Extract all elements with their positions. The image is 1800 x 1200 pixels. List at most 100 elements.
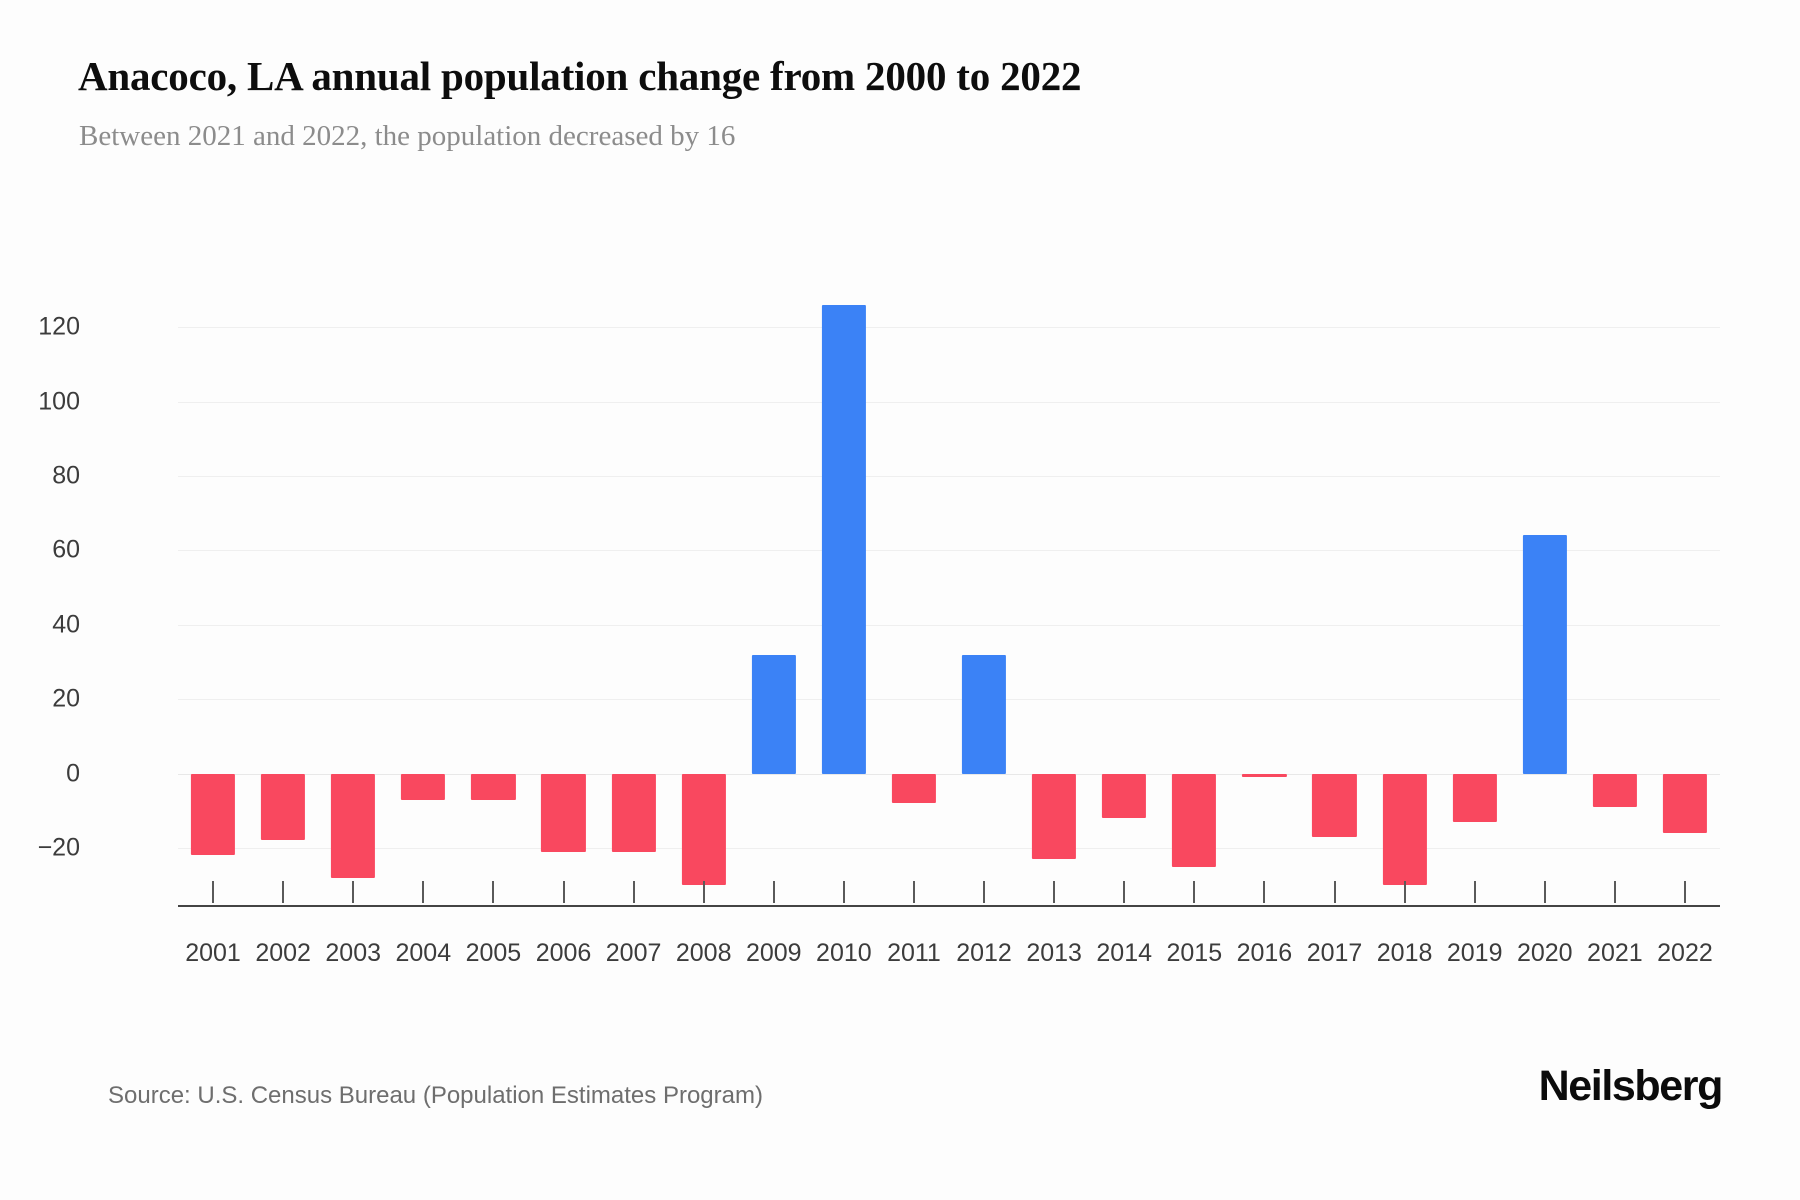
x-axis-tickmark bbox=[1473, 881, 1476, 903]
bar-slot bbox=[388, 290, 458, 900]
gridline bbox=[178, 847, 1720, 849]
bar-slot bbox=[1089, 290, 1159, 900]
bar[interactable] bbox=[1522, 535, 1567, 774]
x-axis-label: 2006 bbox=[535, 939, 592, 967]
x-axis-tickmark bbox=[842, 881, 845, 903]
bar[interactable] bbox=[1102, 773, 1147, 819]
y-axis-tick-label: 100 bbox=[38, 387, 80, 416]
x-axis-label: 2008 bbox=[675, 939, 732, 967]
x-axis-tickmark bbox=[772, 881, 775, 903]
x-axis-tickmark bbox=[492, 881, 495, 903]
x-axis-tickmark bbox=[1053, 881, 1056, 903]
bar[interactable] bbox=[1312, 773, 1357, 837]
bar[interactable] bbox=[1592, 773, 1637, 807]
x-axis-label: 2022 bbox=[1657, 939, 1713, 967]
bar-slot bbox=[1650, 290, 1720, 900]
y-axis-tick-label: 60 bbox=[52, 535, 80, 564]
y-axis-tick-label: 40 bbox=[52, 610, 80, 639]
x-axis-label: 2009 bbox=[745, 939, 802, 967]
x-axis-tickmark bbox=[632, 881, 635, 903]
bar[interactable] bbox=[1452, 773, 1497, 822]
gridline bbox=[178, 624, 1720, 626]
x-axis-label: 2010 bbox=[816, 939, 872, 967]
bar-series bbox=[178, 290, 1720, 900]
x-axis-tickmark bbox=[1123, 881, 1126, 903]
bar-slot bbox=[599, 290, 669, 900]
bar[interactable] bbox=[1032, 773, 1077, 860]
bar-slot bbox=[879, 290, 949, 900]
x-axis-label: 2005 bbox=[465, 939, 522, 967]
bar-slot bbox=[669, 290, 739, 900]
bar-slot bbox=[809, 290, 879, 900]
bar[interactable] bbox=[261, 773, 306, 841]
bar[interactable] bbox=[751, 654, 796, 774]
x-axis-line bbox=[178, 905, 1720, 907]
x-axis-label: 2017 bbox=[1306, 939, 1363, 967]
x-axis-tickmark bbox=[282, 881, 285, 903]
bar-slot bbox=[739, 290, 809, 900]
bar-slot bbox=[248, 290, 318, 900]
x-axis-label: 2014 bbox=[1096, 939, 1153, 967]
page-subtitle: Between 2021 and 2022, the population de… bbox=[79, 120, 736, 152]
bar[interactable] bbox=[541, 773, 586, 852]
bar[interactable] bbox=[401, 773, 446, 800]
x-axis-tickmark bbox=[1333, 881, 1336, 903]
x-axis-tickmark bbox=[1683, 881, 1686, 903]
bar-slot bbox=[1229, 290, 1299, 900]
x-axis-tickmark bbox=[562, 881, 565, 903]
gridline bbox=[178, 475, 1720, 477]
x-axis-label: 2012 bbox=[956, 939, 1012, 967]
x-axis-label: 2018 bbox=[1376, 939, 1433, 967]
x-axis-label: 2016 bbox=[1236, 939, 1293, 967]
gridline bbox=[178, 550, 1720, 552]
y-axis-tick-label: 0 bbox=[66, 759, 80, 788]
x-axis-label: 2007 bbox=[605, 939, 662, 967]
bar-slot bbox=[1299, 290, 1369, 900]
bar-slot bbox=[178, 290, 248, 900]
gridline bbox=[178, 327, 1720, 329]
x-axis-tickmark bbox=[1403, 881, 1406, 903]
x-axis-tickmark bbox=[1543, 881, 1546, 903]
bar[interactable] bbox=[1382, 773, 1427, 886]
bar-slot bbox=[1440, 290, 1510, 900]
bar-slot bbox=[949, 290, 1019, 900]
x-axis-label: 2020 bbox=[1516, 939, 1573, 967]
x-axis-label: 2019 bbox=[1446, 939, 1503, 967]
x-axis-tickmark bbox=[1193, 881, 1196, 903]
y-axis-tick-label: 120 bbox=[38, 312, 80, 341]
x-axis-label: 2011 bbox=[887, 939, 941, 967]
x-axis-label: 2013 bbox=[1026, 939, 1082, 967]
zero-line bbox=[178, 773, 1720, 775]
bar-slot bbox=[1370, 290, 1440, 900]
bar[interactable] bbox=[471, 773, 516, 800]
gridline bbox=[178, 699, 1720, 701]
x-axis-label: 2004 bbox=[395, 939, 452, 967]
bar[interactable] bbox=[961, 654, 1007, 774]
x-axis-tickmark bbox=[352, 881, 355, 903]
x-axis-tickmark bbox=[912, 881, 915, 903]
bar[interactable] bbox=[611, 773, 656, 852]
bar-slot bbox=[458, 290, 528, 900]
y-axis-tick-label: −20 bbox=[37, 833, 80, 862]
bar[interactable] bbox=[190, 773, 236, 856]
bar-slot bbox=[1580, 290, 1650, 900]
bar[interactable] bbox=[331, 773, 376, 878]
bar[interactable] bbox=[1172, 773, 1217, 867]
bar[interactable] bbox=[681, 773, 726, 886]
bar-slot bbox=[318, 290, 388, 900]
bar-slot bbox=[1159, 290, 1229, 900]
bar[interactable] bbox=[821, 304, 866, 774]
x-axis-label: 2015 bbox=[1166, 939, 1223, 967]
page-title: Anacoco, LA annual population change fro… bbox=[78, 53, 1082, 99]
x-axis-label: 2002 bbox=[255, 939, 311, 967]
x-axis-label: 2003 bbox=[325, 939, 382, 967]
bar-slot bbox=[1019, 290, 1089, 900]
bar[interactable] bbox=[891, 773, 937, 804]
bar[interactable] bbox=[1662, 773, 1708, 834]
x-axis-tickmark bbox=[702, 881, 705, 903]
plot-area: −20 0 20 40 60 80 100 120 bbox=[38, 290, 1720, 900]
bar-slot bbox=[528, 290, 598, 900]
bar[interactable] bbox=[1242, 773, 1287, 778]
x-axis-label: 2021 bbox=[1587, 939, 1643, 967]
